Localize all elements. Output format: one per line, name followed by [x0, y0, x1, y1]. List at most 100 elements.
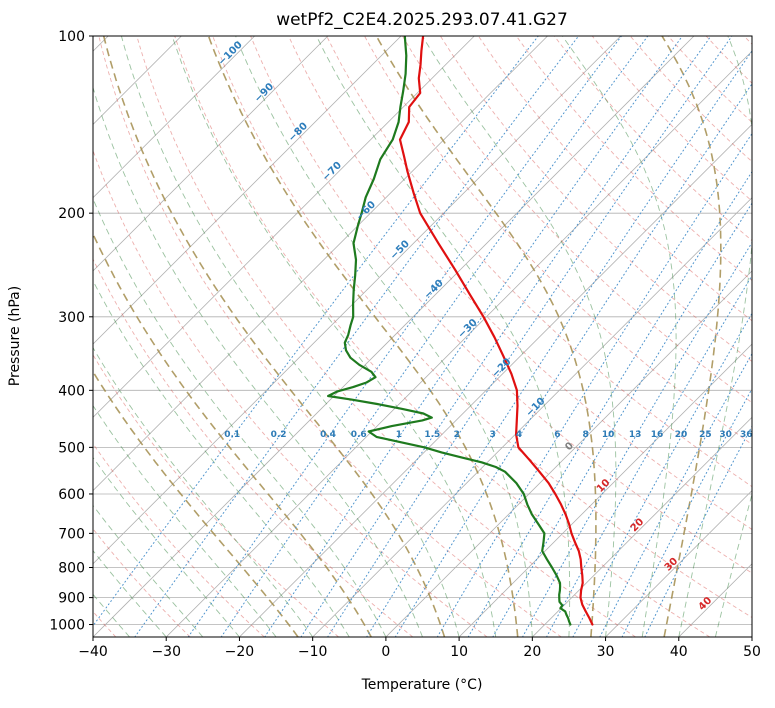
moist-adiabat — [93, 504, 204, 637]
mixing-ratio-label: 10 — [602, 430, 615, 440]
y-tick-label: 200 — [58, 206, 85, 222]
y-tick-label: 800 — [58, 560, 85, 576]
mixing-ratio-label: 20 — [675, 430, 688, 440]
mixing-ratio-label: 0.6 — [351, 430, 367, 440]
mixing-ratio-label: 1.5 — [424, 430, 440, 440]
x-tick-label: 20 — [523, 644, 541, 660]
x-tick-label: −30 — [151, 644, 181, 660]
y-tick-label: 1000 — [49, 618, 85, 634]
dry-adiabat — [93, 528, 191, 637]
dewpoint-curve — [327, 36, 572, 626]
x-tick-label: 50 — [743, 644, 761, 660]
mixing-ratio-line — [220, 36, 649, 637]
mixing-ratio-label: 30 — [719, 430, 732, 440]
moist-adiabat — [93, 197, 387, 637]
isotherm-line — [751, 636, 752, 637]
mixing-ratio-label: 4 — [516, 430, 522, 440]
x-tick-label: 30 — [597, 644, 615, 660]
mixing-ratio-line — [187, 36, 622, 637]
mixing-ratio-label: 16 — [651, 430, 664, 440]
mixing-ratio-line — [572, 312, 752, 637]
dry-adiabat — [93, 443, 265, 637]
isotherm-line — [93, 36, 255, 199]
x-axis-label: Temperature (°C) — [361, 677, 483, 693]
isotherm-line — [93, 36, 548, 492]
moist-adiabat — [562, 36, 677, 637]
isotherm-line — [458, 343, 752, 637]
moist-adiabat — [93, 279, 350, 637]
x-tick-label: 10 — [450, 644, 468, 660]
mixing-ratio-label: 6 — [554, 430, 560, 440]
mixing-ratio-label: 2 — [454, 430, 460, 440]
y-tick-label: 700 — [58, 526, 85, 542]
mixing-ratio-line — [621, 387, 752, 637]
x-tick-label: −20 — [225, 644, 255, 660]
isotherm-line — [239, 123, 752, 637]
dry-adiabat — [591, 36, 752, 202]
isotherm-line — [605, 489, 752, 637]
mixing-ratio-label: 1 — [396, 430, 402, 440]
isotherm-line — [532, 416, 752, 637]
mixing-ratio-line — [366, 50, 752, 637]
isotherm-line — [93, 36, 329, 272]
dry-adiabat — [440, 36, 752, 363]
dry-adiabat — [515, 36, 752, 282]
x-tick-label: 40 — [670, 644, 688, 660]
x-tick-label: 0 — [381, 644, 390, 660]
isotherm-line — [93, 36, 402, 345]
moist-adiabat-major — [102, 36, 446, 637]
mixing-ratio-line — [264, 36, 683, 637]
moist-adiabat-major — [375, 36, 597, 637]
mixing-ratio-label: 36 — [740, 430, 753, 440]
mixing-ratio-line — [599, 352, 752, 637]
plot-border — [92, 35, 753, 638]
isotherm-line — [165, 50, 752, 637]
mixing-ratio-label: 0.4 — [320, 430, 336, 440]
moist-adiabat — [421, 36, 617, 637]
mixing-ratio-line — [492, 202, 752, 637]
x-tick-label: −40 — [78, 644, 108, 660]
dry-adiabat — [326, 36, 752, 488]
moist-adiabat-major — [207, 36, 519, 637]
isotherm-line — [93, 36, 695, 637]
mixing-ratio-label: 0.1 — [224, 430, 240, 440]
y-tick-label: 900 — [58, 591, 85, 607]
y-tick-label: 500 — [58, 440, 85, 456]
mixing-ratio-line — [93, 36, 539, 627]
isotherm-line — [93, 36, 475, 418]
y-tick-label: 600 — [58, 487, 85, 503]
moist-adiabat — [93, 404, 277, 637]
mixing-ratio-label: 0.2 — [271, 430, 287, 440]
isotherm-line — [312, 197, 752, 637]
isotherm-line — [385, 270, 752, 637]
mixing-ratio-line — [300, 36, 712, 637]
moist-adiabat — [235, 36, 533, 637]
dry-adiabat — [629, 36, 752, 163]
mixing-ratio-line — [546, 274, 752, 637]
axes: −40 −30 −20 −10 0 10 20 30 40 5010020030040050060… — [49, 29, 761, 660]
moist-adiabat-major — [93, 232, 372, 637]
moist-adiabat — [171, 36, 497, 637]
chart-title: wetPf2_C2E4.2025.293.07.41.G27 — [276, 10, 568, 30]
isotherm-line — [93, 36, 622, 565]
sounding-profiles — [327, 36, 594, 626]
temperature-curve — [398, 36, 594, 626]
y-tick-label: 100 — [58, 29, 85, 45]
dry-adiabat — [402, 36, 752, 404]
y-axis-label: Pressure (hPa) — [7, 286, 23, 386]
mixing-ratio-line — [436, 132, 752, 637]
dry-adiabat — [212, 36, 752, 619]
moist-adiabat — [93, 456, 240, 637]
moist-adiabat — [678, 36, 752, 637]
mixing-ratio-line — [394, 82, 752, 637]
mixing-ratio-line — [134, 36, 580, 637]
moist-adiabat — [93, 86, 423, 637]
mixing-ratio-label: 25 — [699, 430, 712, 440]
moist-adiabat — [316, 36, 571, 637]
mixing-ratio-line — [467, 170, 752, 637]
x-tick-label: −10 — [298, 644, 328, 660]
mixing-ratio-label: 13 — [629, 430, 642, 440]
plot-background — [93, 36, 752, 637]
mixing-ratio-label: 3 — [489, 430, 495, 440]
